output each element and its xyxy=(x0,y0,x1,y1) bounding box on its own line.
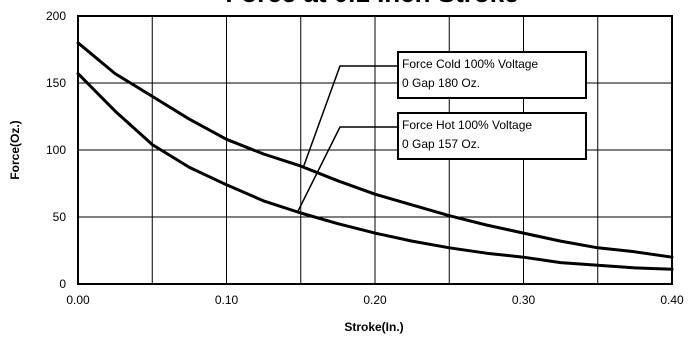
annotation-leaders xyxy=(297,65,398,212)
series-line-force-hot xyxy=(76,72,674,271)
annotation-leader-line xyxy=(303,65,398,167)
chart-title: Force at 0.1 Inch Stroke xyxy=(225,0,518,8)
annotation-boxes: Force Cold 100% Voltage 0 Gap 180 Oz. Forc… xyxy=(397,51,587,160)
x-tick-label: 0.30 xyxy=(512,293,536,307)
y-tick-label: 100 xyxy=(46,143,66,157)
annotation-text: 0 Gap 180 Oz. xyxy=(402,76,480,90)
annotation-text: 0 Gap 157 Oz. xyxy=(402,137,480,151)
tick-labels: 0.00 0.10 0.20 0.30 0.40 0 50 100 150 200 xyxy=(46,9,684,307)
x-tick-label: 0.10 xyxy=(215,293,239,307)
series-group xyxy=(76,41,674,271)
y-tick-label: 150 xyxy=(46,76,66,90)
annotation-text: Force Hot 100% Voltage xyxy=(402,118,532,132)
x-tick-label: 0.40 xyxy=(660,293,684,307)
annotation-leader-line xyxy=(297,126,398,212)
plot-area xyxy=(77,15,673,285)
y-tick-label: 0 xyxy=(59,277,66,291)
y-axis-label: Force(Oz.) xyxy=(8,120,22,179)
y-tick-label: 200 xyxy=(46,9,66,23)
x-tick-label: 0.00 xyxy=(66,293,90,307)
x-tick-label: 0.20 xyxy=(363,293,387,307)
series-line-force-cold xyxy=(76,41,674,259)
annotation-box xyxy=(397,112,587,160)
annotation-box xyxy=(397,51,587,99)
y-tick-label: 50 xyxy=(53,210,67,224)
annotation-text: Force Cold 100% Voltage xyxy=(402,57,538,71)
x-axis-label: Stroke(In.) xyxy=(344,320,403,334)
